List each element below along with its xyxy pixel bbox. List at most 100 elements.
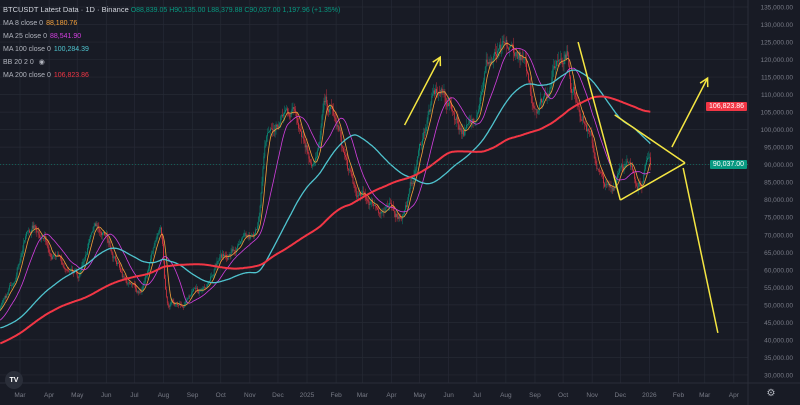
candle-body	[260, 192, 262, 206]
candle-body	[119, 263, 120, 268]
candle-body	[33, 225, 35, 229]
candle-body	[241, 237, 243, 240]
indicator-legend-row[interactable]: MA 100 close 0 100,284.39	[3, 43, 340, 56]
candle-body	[545, 95, 547, 97]
settings-gear-icon[interactable]: ⚙	[766, 388, 776, 399]
candle-body	[572, 91, 573, 93]
candle-body	[420, 143, 421, 146]
candle-body	[62, 264, 64, 267]
candle-body	[468, 123, 469, 125]
indicator-legend-row[interactable]: MA 25 close 0 88,541.90	[3, 30, 340, 43]
candle-body	[304, 141, 306, 148]
candle-body	[164, 260, 165, 279]
candle-body	[622, 166, 624, 171]
candle-body	[31, 225, 33, 230]
candle-body	[609, 185, 611, 187]
candle-body	[13, 283, 14, 285]
candle-body	[541, 98, 542, 103]
candle-body	[277, 126, 279, 128]
trend-line	[577, 41, 622, 201]
candle-body	[35, 226, 37, 230]
candle-body	[163, 243, 164, 261]
candle-body	[61, 262, 63, 265]
candle-body	[98, 227, 100, 229]
candle-body	[360, 192, 361, 196]
candle-body	[449, 101, 450, 107]
candle-body	[547, 93, 549, 96]
candle-body	[276, 124, 278, 127]
candle-body	[370, 201, 372, 205]
indicator-legend-row[interactable]: MA 200 close 0 106,823.86	[3, 69, 340, 82]
candle-body	[344, 151, 345, 155]
candle-body	[155, 240, 157, 242]
price-tick-label: 85,000.00	[764, 180, 793, 187]
candle-body	[34, 225, 36, 227]
price-tick-label: 35,000.00	[764, 355, 793, 362]
candle-body	[38, 231, 40, 235]
eye-hidden-icon[interactable]: ◉	[36, 59, 45, 66]
candle-body	[354, 185, 356, 188]
candle-body	[442, 90, 444, 92]
candle-body	[259, 205, 261, 217]
time-tick-label: Jul	[130, 392, 139, 399]
candle-body	[318, 143, 320, 145]
candle-body	[429, 110, 431, 112]
candle-body	[207, 284, 208, 287]
candle-body	[362, 191, 363, 195]
candle-body	[165, 289, 167, 297]
candle-body	[114, 256, 116, 258]
candle-body	[116, 260, 117, 265]
price-tick-label: 80,000.00	[764, 197, 793, 204]
candle-body	[78, 274, 80, 278]
candle-body	[145, 276, 147, 282]
candle-body	[105, 234, 106, 236]
candle-body	[440, 88, 442, 94]
time-tick-label: Jun	[443, 392, 454, 399]
candle-body	[16, 267, 18, 275]
candle-body	[426, 120, 428, 128]
candle-body	[552, 69, 554, 78]
candle-body	[497, 50, 498, 57]
arrowhead-icon	[699, 76, 709, 88]
candle-body	[493, 56, 495, 62]
candle-body	[625, 163, 627, 166]
candle-body	[231, 249, 233, 252]
candle-body	[528, 73, 529, 81]
candle-body	[253, 234, 254, 236]
candle-body	[244, 233, 246, 234]
candle-body	[425, 127, 427, 131]
indicator-value: 88,541.90	[49, 33, 82, 40]
trend-line	[619, 162, 686, 201]
candle-body	[28, 230, 29, 232]
candle-body	[333, 115, 335, 118]
trend-line	[614, 114, 686, 164]
candle-body	[30, 229, 32, 234]
candle-body	[494, 51, 495, 57]
candle-body	[297, 118, 298, 123]
candle-body	[483, 80, 484, 90]
candle-body	[76, 272, 78, 277]
candle-body	[501, 41, 503, 46]
time-tick-label: 2025	[300, 392, 315, 399]
candle-body	[648, 157, 649, 159]
candle-body	[636, 186, 638, 190]
candle-body	[586, 124, 587, 132]
indicator-legend-row[interactable]: BB 20 2 0 ◉	[3, 56, 340, 69]
candle-body	[380, 212, 382, 214]
indicator-legend-row[interactable]: MA 8 close 0 88,180.76	[3, 17, 340, 30]
candle-body	[626, 161, 628, 164]
candle-body	[474, 122, 476, 123]
candle-body	[309, 158, 311, 163]
candle-body	[596, 165, 598, 170]
candle-body	[509, 47, 510, 50]
candle-body	[49, 253, 51, 254]
candle-body	[532, 103, 534, 107]
candle-body	[317, 144, 319, 151]
candle-body	[92, 227, 94, 232]
candle-body	[604, 183, 605, 187]
candle-body	[507, 46, 509, 49]
time-tick-label: Sep	[529, 392, 541, 399]
tradingview-logo[interactable]: TV	[5, 371, 23, 389]
time-tick-label: May	[413, 392, 426, 399]
